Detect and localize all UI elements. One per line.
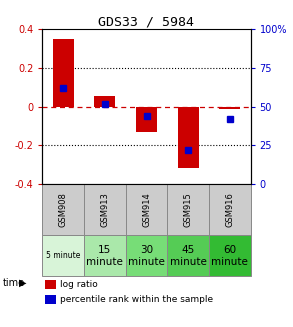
Bar	[209, 235, 251, 277]
Text: 60
minute: 60 minute	[211, 245, 248, 267]
Text: log ratio: log ratio	[60, 280, 98, 289]
Title: GDS33 / 5984: GDS33 / 5984	[98, 15, 195, 28]
Bar	[45, 295, 56, 303]
Bar	[42, 184, 84, 235]
Bar	[126, 235, 167, 277]
Text: GSM915: GSM915	[184, 192, 193, 227]
Bar	[42, 235, 84, 277]
Bar	[45, 280, 56, 289]
Bar	[178, 107, 199, 168]
Text: 30
minute: 30 minute	[128, 245, 165, 267]
Text: GSM913: GSM913	[100, 192, 109, 227]
Bar	[209, 184, 251, 235]
Bar	[136, 107, 157, 132]
Bar	[94, 96, 115, 107]
Bar	[167, 235, 209, 277]
Text: 5 minute: 5 minute	[46, 251, 81, 260]
Text: percentile rank within the sample: percentile rank within the sample	[60, 295, 213, 304]
Text: 45
minute: 45 minute	[170, 245, 207, 267]
Text: GSM908: GSM908	[59, 192, 68, 227]
Text: time: time	[3, 278, 25, 288]
Text: GSM916: GSM916	[225, 192, 234, 227]
Text: ▶: ▶	[19, 278, 27, 288]
Bar	[126, 184, 167, 235]
Bar	[219, 107, 240, 109]
Bar	[53, 39, 74, 107]
Bar	[167, 184, 209, 235]
Bar	[84, 235, 126, 277]
Text: GSM914: GSM914	[142, 192, 151, 227]
Text: 15
minute: 15 minute	[86, 245, 123, 267]
Bar	[84, 184, 126, 235]
